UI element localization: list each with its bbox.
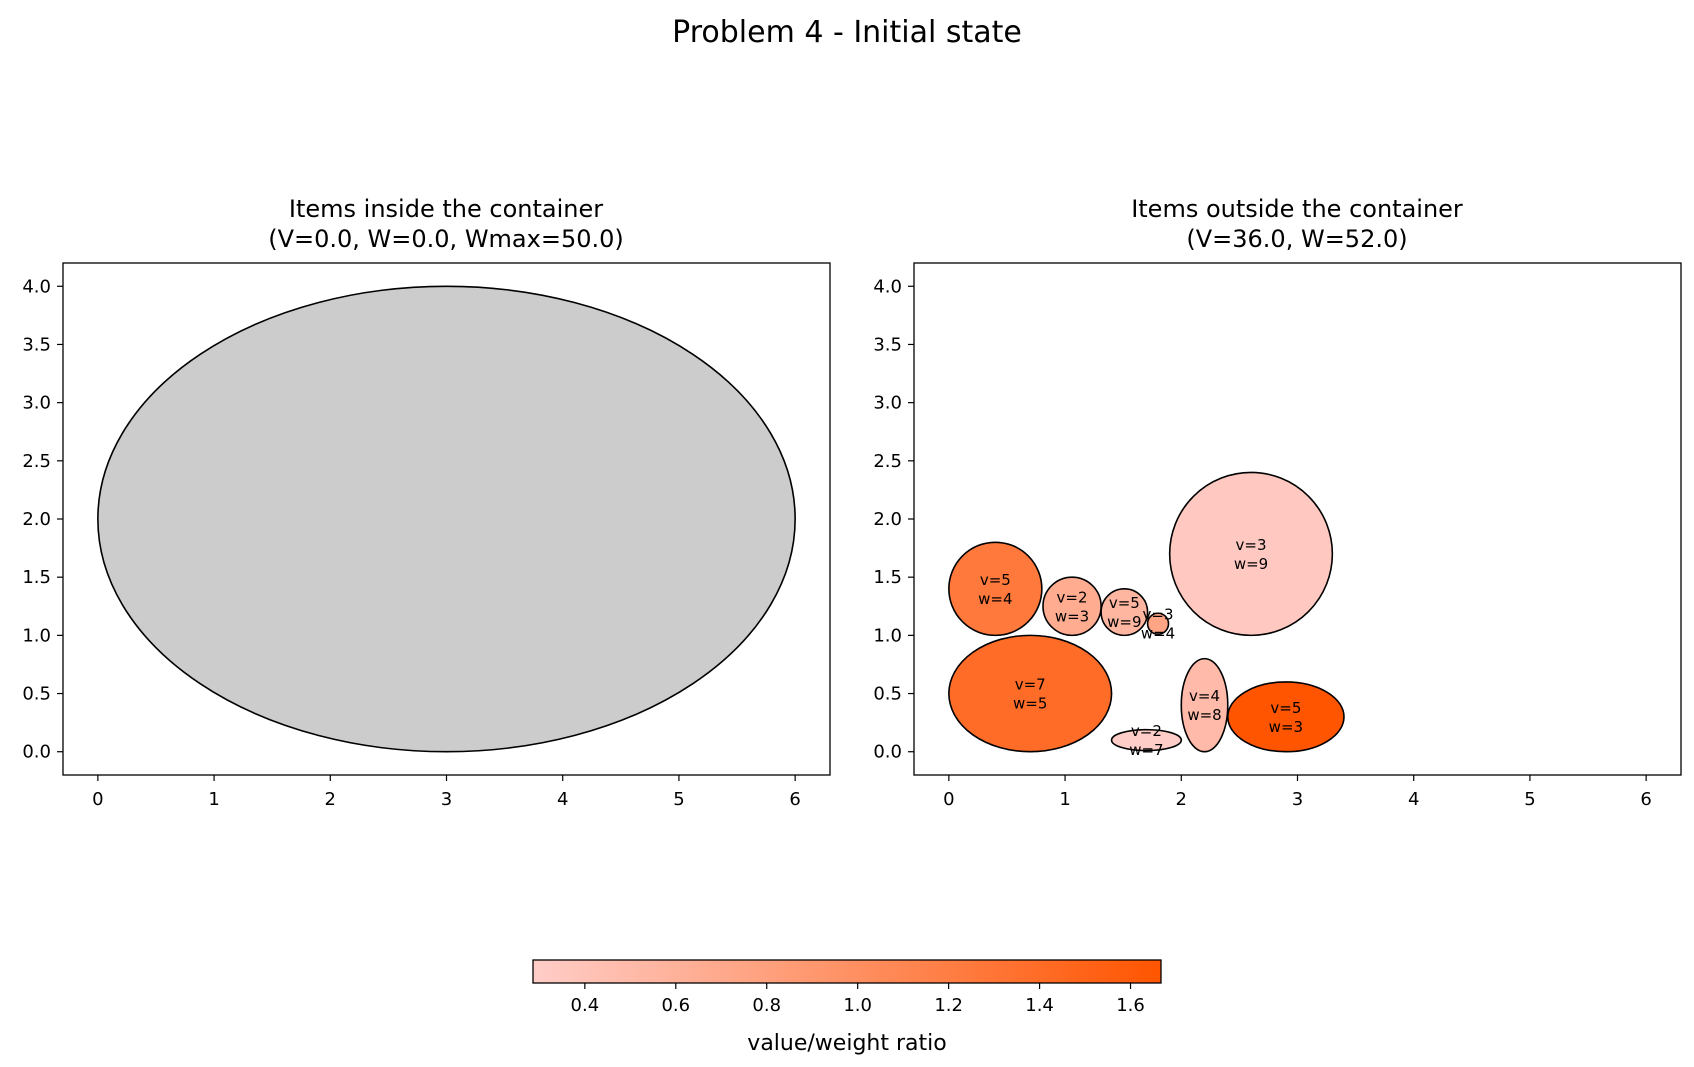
y-tick-label: 0.0	[22, 742, 51, 763]
y-tick-label: 3.0	[22, 393, 51, 414]
ticks-inside: 0 1 2 3 4 5 6 0.0 0.5 1.0 1.5 2.0 2.5 3.0 3.5 4.0	[22, 276, 801, 810]
y-tick-label: 4.0	[873, 276, 902, 297]
y-tick-label: 1.0	[873, 625, 902, 646]
x-tick-label: 5	[673, 789, 684, 810]
item-value-label: v=5	[980, 571, 1011, 589]
item-0: v=5w=4	[948, 541, 1043, 637]
item-value-label: v=3	[1236, 536, 1267, 554]
plot-area-outside: v=5w=4 v=2w=3v=5w=9 v=3w=4v=3w=9v=7w=5v=2w…	[948, 471, 1345, 759]
item-weight-label: w=7	[1129, 741, 1163, 759]
item-value-label: v=5	[1109, 594, 1140, 612]
y-tick-label: 2.5	[22, 451, 51, 472]
y-tick-label: 3.0	[873, 393, 902, 414]
colorbar-label: value/weight ratio	[747, 1031, 946, 1056]
y-tick-label: 2.0	[22, 509, 51, 530]
y-tick-label: 0.5	[873, 684, 902, 705]
x-tick-label: 0	[943, 789, 954, 810]
item-ellipse	[948, 541, 1043, 637]
x-tick-label: 6	[1640, 789, 1651, 810]
item-ellipse	[1146, 612, 1170, 636]
colorbar-tick-label: 1.2	[934, 995, 963, 1016]
item-ellipse	[1110, 728, 1183, 752]
item-weight-label: w=4	[978, 590, 1012, 608]
x-tick-label: 6	[789, 789, 800, 810]
item-weight-label: w=5	[1013, 695, 1047, 713]
item-5: v=7w=5	[948, 634, 1113, 753]
y-tick-label: 4.0	[22, 276, 51, 297]
item-ellipse	[1168, 471, 1334, 637]
y-tick-label: 1.5	[873, 567, 902, 588]
x-tick-label: 2	[325, 789, 336, 810]
item-6: v=2w=7	[1110, 722, 1183, 759]
x-tick-label: 2	[1176, 789, 1187, 810]
item-8: v=5w=3	[1226, 681, 1345, 753]
y-tick-label: 2.5	[873, 451, 902, 472]
colorbar-gradient	[532, 959, 1162, 984]
ticks-outside: 0 1 2 3 4 5 6 0.0 0.5 1.0 1.5 2.0 2.5 3.0 3.5 4.0	[873, 276, 1652, 810]
item-weight-label: w=3	[1269, 718, 1303, 736]
plot-area-inside	[97, 285, 796, 753]
y-tick-label: 2.0	[873, 509, 902, 530]
x-tick-label: 4	[1408, 789, 1419, 810]
item-value-label: v=5	[1270, 699, 1301, 717]
colorbar: 0.4 0.6 0.8 1.0 1.2 1.4 1.6 value/weight ratio	[532, 959, 1162, 1056]
x-tick-label: 5	[1524, 789, 1535, 810]
colorbar-tick-label: 0.4	[571, 995, 600, 1016]
panel-inside: Items inside the container (V=0.0, W=0.0…	[22, 195, 831, 810]
item-7: v=4w=8	[1180, 657, 1229, 753]
colorbar-ticks: 0.4 0.6 0.8 1.0 1.2 1.4 1.6	[571, 983, 1145, 1016]
colorbar-tick-label: 0.6	[661, 995, 690, 1016]
panel-outside-subtitle: (V=36.0, W=52.0)	[1186, 225, 1407, 253]
item-value-label: v=3	[1143, 606, 1174, 624]
item-weight-label: w=3	[1055, 607, 1089, 625]
x-tick-label: 4	[557, 789, 568, 810]
x-tick-label: 3	[441, 789, 452, 810]
item-4: v=3w=9	[1168, 471, 1334, 637]
item-ellipse	[1180, 657, 1229, 753]
colorbar-tick-label: 1.6	[1116, 995, 1145, 1016]
colorbar-tick-label: 1.0	[843, 995, 872, 1016]
y-tick-label: 1.0	[22, 625, 51, 646]
panel-outside: Items outside the container (V=36.0, W=5…	[873, 195, 1682, 810]
x-tick-label: 1	[1059, 789, 1070, 810]
y-tick-label: 0.0	[873, 742, 902, 763]
item-1: v=2w=3	[1042, 576, 1102, 637]
colorbar-tick-label: 0.8	[752, 995, 781, 1016]
item-2: v=5w=9	[1100, 588, 1149, 637]
panel-inside-title: Items inside the container	[289, 195, 603, 223]
panel-outside-title: Items outside the container	[1131, 195, 1463, 223]
item-ellipse	[1226, 681, 1345, 753]
item-weight-label: w=9	[1107, 613, 1141, 631]
figure-title: Problem 4 - Initial state	[672, 15, 1022, 50]
item-ellipse	[948, 634, 1113, 753]
item-ellipse	[1100, 588, 1149, 637]
item-weight-label: w=9	[1234, 555, 1268, 573]
item-value-label: v=2	[1131, 722, 1162, 740]
panel-inside-subtitle: (V=0.0, W=0.0, Wmax=50.0)	[268, 225, 624, 253]
item-value-label: v=7	[1015, 676, 1046, 694]
colorbar-tick-label: 1.4	[1025, 995, 1054, 1016]
item-value-label: v=4	[1189, 687, 1220, 705]
item-value-label: v=2	[1057, 588, 1088, 606]
y-tick-label: 0.5	[22, 684, 51, 705]
item-weight-label: w=8	[1187, 706, 1221, 724]
x-tick-label: 3	[1292, 789, 1303, 810]
container-ellipse	[97, 285, 796, 753]
item-3: v=3w=4	[1141, 606, 1175, 643]
y-tick-label: 1.5	[22, 567, 51, 588]
item-weight-label: w=4	[1141, 625, 1175, 643]
y-tick-label: 3.5	[22, 334, 51, 355]
y-tick-label: 3.5	[873, 334, 902, 355]
x-tick-label: 1	[208, 789, 219, 810]
x-tick-label: 0	[92, 789, 103, 810]
